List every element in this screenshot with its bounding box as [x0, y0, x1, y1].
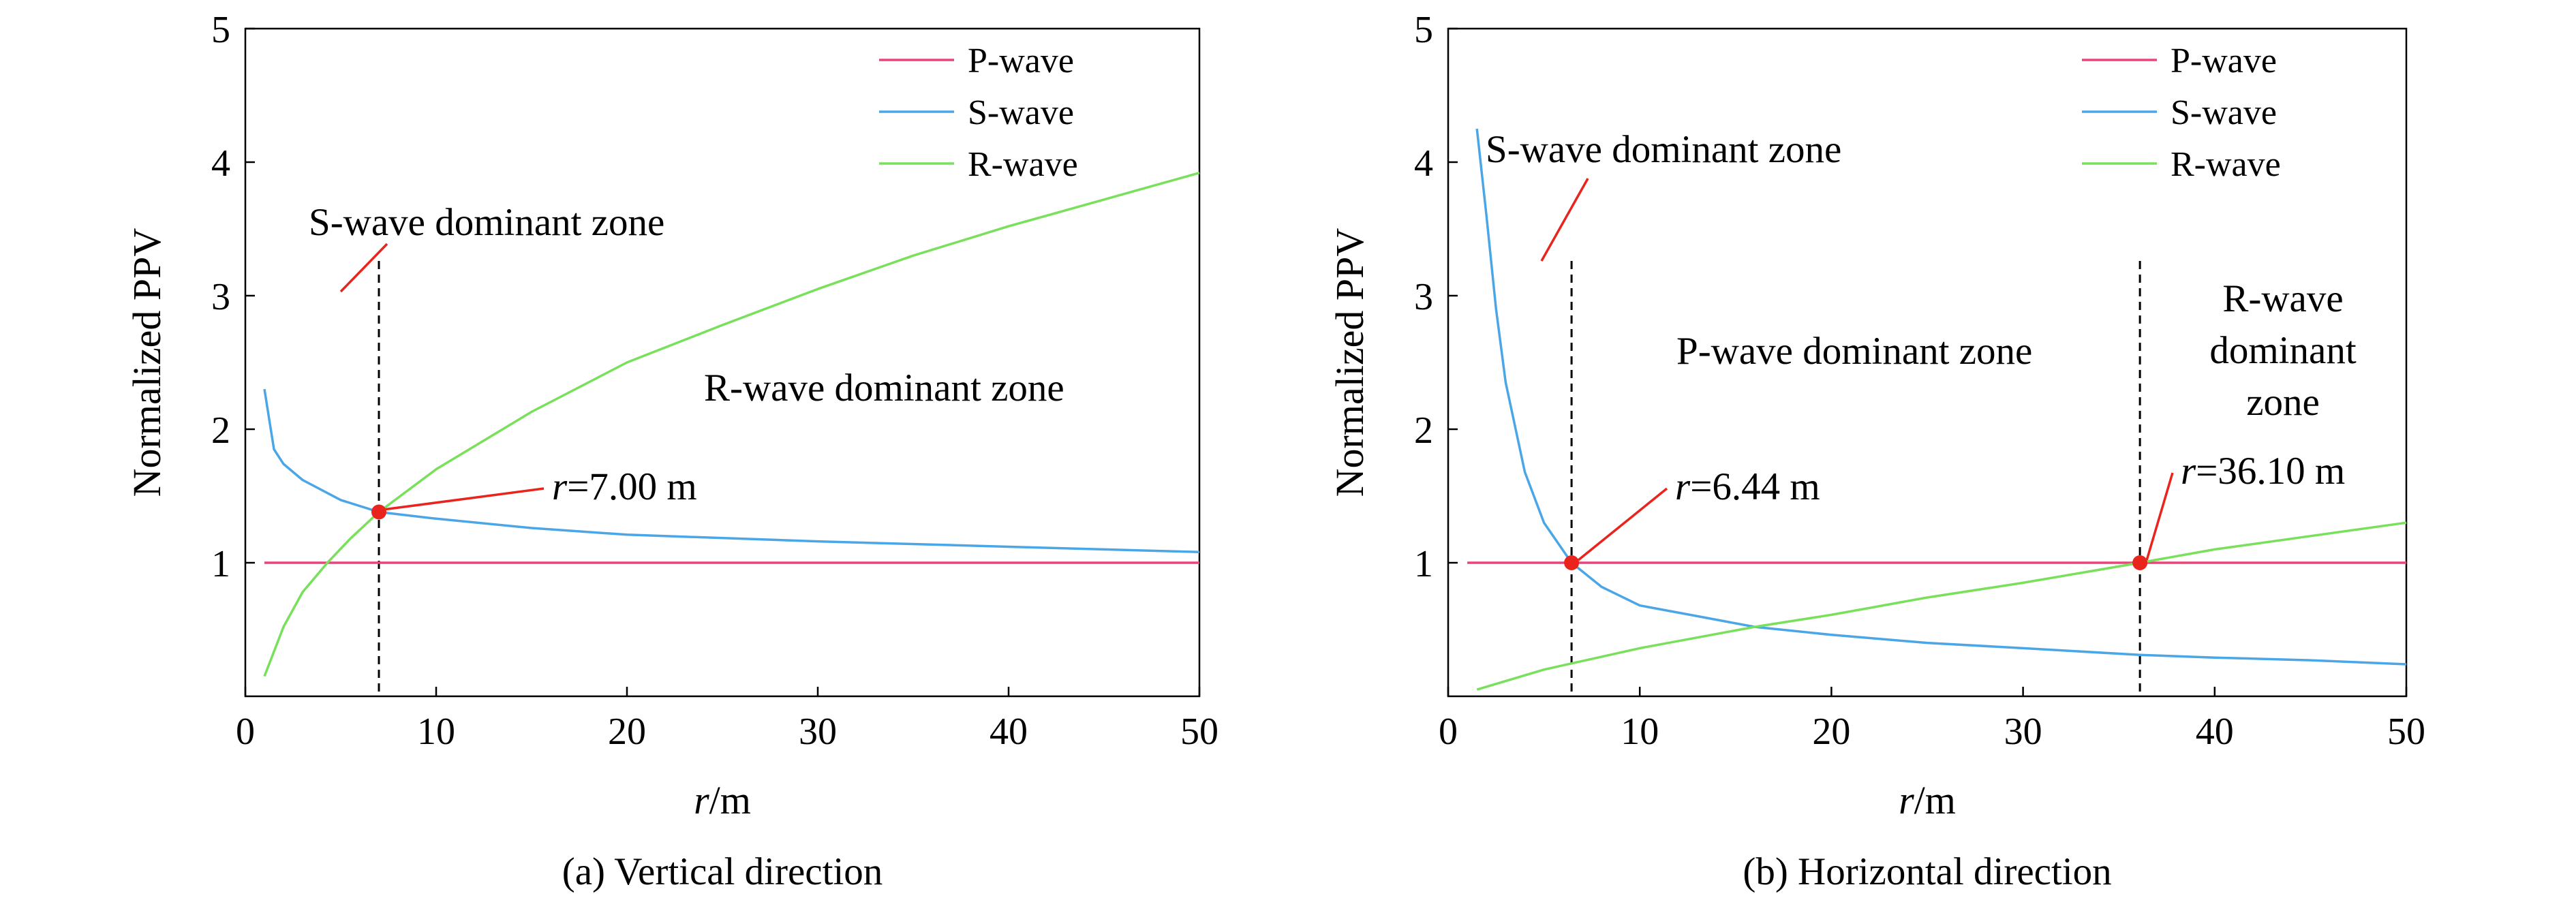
intersection-marker	[1564, 555, 1580, 570]
intersection-marker	[371, 504, 386, 520]
x-tick-label: 50	[1180, 711, 1218, 753]
intersection-marker	[2132, 555, 2148, 570]
x-tick-label: 0	[1439, 711, 1458, 753]
series-line-r-wave	[1476, 521, 2407, 691]
zone-label: S-wave dominant zone	[1486, 128, 1841, 171]
y-tick-label: 2	[211, 409, 230, 452]
y-tick-label: 4	[1414, 142, 1433, 185]
legend-label: R-wave	[968, 145, 1078, 184]
y-tick-label: 3	[211, 276, 230, 318]
x-tick-label: 40	[990, 711, 1028, 753]
x-tick-label: 20	[1812, 711, 1850, 753]
zone-label: R-wave dominant zone	[704, 367, 1064, 409]
annotation-leader	[385, 487, 545, 511]
zone-label: S-wave dominant zone	[309, 201, 664, 244]
series-line-s-wave	[263, 388, 1200, 554]
legend-label: P-wave	[968, 42, 1074, 80]
y-tick-label: 5	[1414, 9, 1433, 51]
y-tick-label: 1	[1414, 543, 1433, 585]
y-tick-label: 4	[211, 142, 230, 185]
plot-frame	[244, 27, 1201, 698]
x-tick-label: 10	[417, 711, 455, 753]
chart-caption: (a) Vertical direction	[562, 850, 883, 893]
y-tick-label: 5	[211, 9, 230, 51]
zone-pointer	[339, 243, 388, 293]
intersection-label: r=36.10 m	[2181, 450, 2345, 493]
x-axis-label: r/m	[694, 778, 751, 822]
y-tick-label: 1	[211, 543, 230, 585]
x-tick-label: 40	[2196, 711, 2234, 753]
series-line-r-wave	[263, 172, 1200, 677]
annotation-leader	[2145, 472, 2174, 561]
annotation-leader	[1577, 487, 1668, 561]
x-axis-label: r/m	[1899, 778, 1956, 822]
x-tick-label: 20	[608, 711, 646, 753]
zone-pointer	[1540, 178, 1589, 262]
chart-caption: (b) Horizontal direction	[1743, 850, 2111, 893]
zone-label: R-wave	[2222, 277, 2343, 320]
chart-a: 0 10 20 30 40 50 1 2 3 4 5 r/m Normalized PPV P-wave S…	[125, 9, 1218, 893]
y-tick-label: 3	[1414, 276, 1433, 318]
legend-label: S-wave	[968, 93, 1074, 132]
series-line-s-wave	[1475, 128, 2407, 666]
x-tick-label: 30	[2004, 711, 2042, 753]
legend-label: S-wave	[2171, 93, 2277, 132]
legend-label: P-wave	[2171, 42, 2277, 80]
zone-label: P-wave dominant zone	[1676, 330, 2032, 373]
x-tick-label: 30	[799, 711, 837, 753]
intersection-label: r=6.44 m	[1675, 465, 1820, 508]
x-tick-label: 50	[2387, 711, 2425, 753]
y-axis-label: Normalized PPV	[1328, 228, 1372, 497]
intersection-label: r=7.00 m	[552, 465, 697, 508]
plot-frame	[1447, 27, 2408, 698]
zone-label: zone	[2246, 381, 2320, 424]
x-tick-label: 10	[1621, 711, 1659, 753]
legend-label: R-wave	[2171, 145, 2281, 184]
y-axis-label: Normalized PPV	[125, 228, 169, 497]
y-tick-label: 2	[1414, 409, 1433, 452]
chart-b: 0 10 20 30 40 50 1 2 3 4 5 r/m Normalized PPV P-wave S…	[1328, 9, 2425, 893]
x-tick-label: 0	[236, 711, 255, 753]
zone-label: dominant	[2209, 329, 2356, 372]
